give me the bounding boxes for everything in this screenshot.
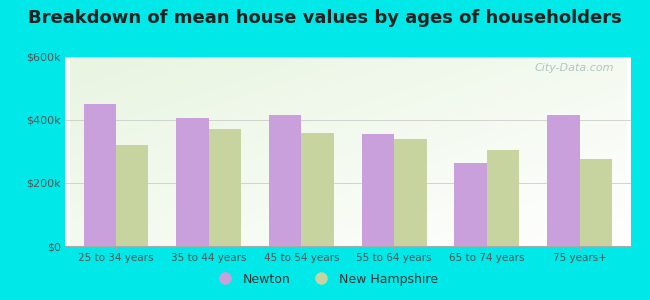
Bar [269, 115, 302, 246]
Bar [580, 159, 612, 246]
Bar [394, 139, 426, 246]
Bar [116, 145, 148, 246]
Bar [454, 163, 487, 246]
Text: Breakdown of mean house values by ages of householders: Breakdown of mean house values by ages o… [28, 9, 622, 27]
Bar [302, 133, 334, 246]
Bar [487, 150, 519, 246]
Bar [209, 129, 241, 246]
Bar [547, 115, 580, 246]
Bar [84, 104, 116, 246]
Text: City-Data.com: City-Data.com [534, 63, 614, 73]
Bar [176, 118, 209, 246]
Bar [361, 134, 394, 246]
Legend: Newton, New Hampshire: Newton, New Hampshire [207, 268, 443, 291]
